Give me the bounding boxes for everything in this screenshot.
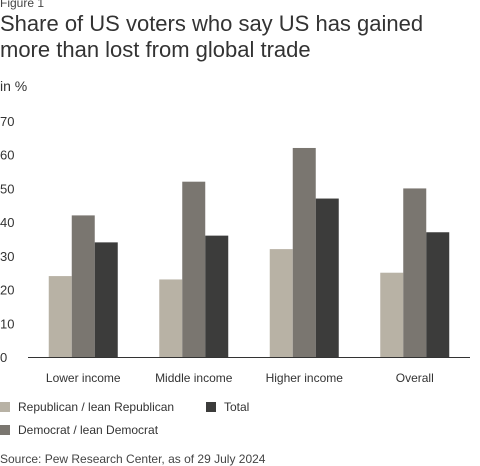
y-tick-label: 10 — [0, 316, 14, 331]
bar-lower-income-total — [94, 242, 118, 357]
x-tick-label: Lower income — [46, 371, 121, 385]
bar-middle-income-republican — [159, 279, 183, 357]
bar-higher-income-democrat — [292, 147, 316, 357]
bar-middle-income-democrat — [182, 181, 206, 357]
y-tick-label: 0 — [0, 350, 7, 365]
legend-swatch-republican — [0, 401, 10, 412]
y-tick-label: 30 — [0, 249, 14, 264]
x-tick-label: Higher income — [266, 371, 344, 385]
bar-higher-income-total — [315, 198, 339, 357]
bar-lower-income-republican — [48, 276, 72, 357]
bar-overall-democrat — [403, 188, 427, 357]
legend-item-democrat: Democrat / lean Democrat — [0, 423, 158, 437]
y-tick-label: 20 — [0, 283, 14, 298]
bar-overall-total — [426, 232, 450, 357]
legend-label-democrat: Democrat / lean Democrat — [18, 423, 159, 437]
bar-middle-income-total — [205, 235, 229, 357]
chart-title: Share of US voters who say US has gained… — [0, 11, 424, 62]
y-tick-label: 60 — [0, 148, 14, 163]
legend-item-republican: Republican / lean Republican — [0, 400, 174, 414]
bar-chart: 0 10 20 30 40 50 60 70 Lower income Middle income… — [0, 114, 470, 385]
figure-label: Figure 1 — [0, 0, 45, 10]
x-tick-label: Middle income — [155, 371, 233, 385]
y-tick-label: 50 — [0, 181, 14, 196]
x-tick-label: Overall — [396, 371, 434, 385]
y-axis-unit-label: in % — [0, 78, 28, 94]
legend-label-total: Total — [224, 400, 250, 414]
source-note: Source: Pew Research Center, as of 29 Ju… — [0, 452, 266, 466]
y-tick-label: 70 — [0, 114, 14, 129]
y-tick-label: 40 — [0, 215, 14, 230]
bar-overall-republican — [380, 272, 404, 357]
legend-swatch-democrat — [0, 424, 10, 435]
bar-lower-income-democrat — [71, 215, 95, 357]
legend-swatch-total — [206, 401, 216, 412]
legend-label-republican: Republican / lean Republican — [18, 400, 175, 414]
legend-item-total: Total — [206, 400, 249, 414]
bar-higher-income-republican — [269, 249, 293, 357]
